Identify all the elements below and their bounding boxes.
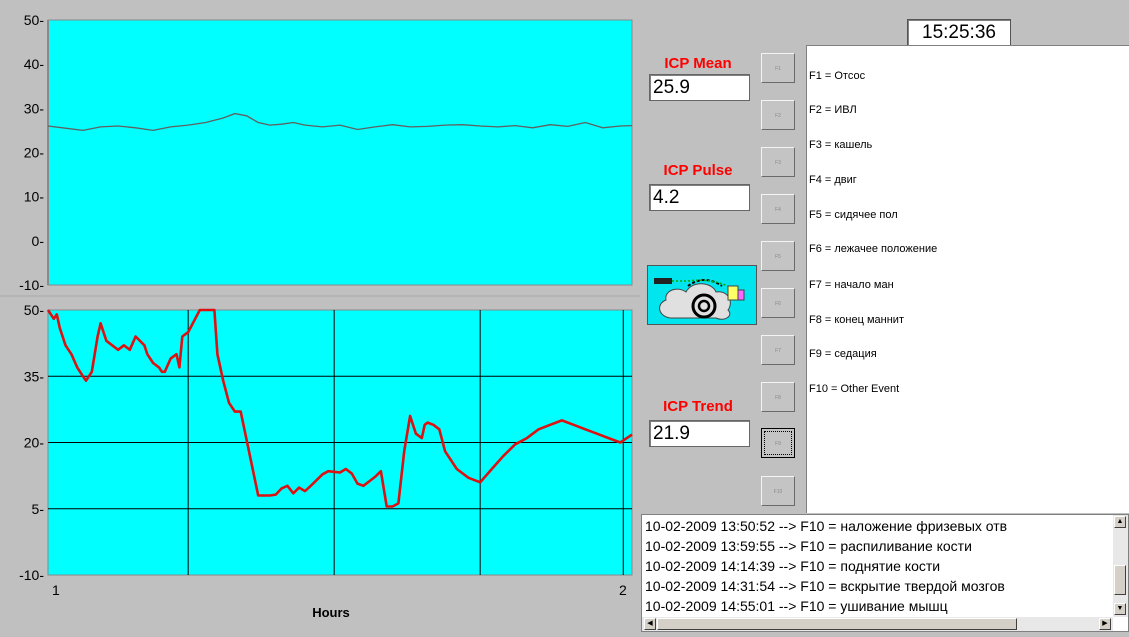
icp-mean-label: ICP Mean bbox=[664, 55, 732, 72]
top-waveform-line bbox=[47, 112, 633, 132]
scroll-left-icon[interactable]: ◀ bbox=[644, 618, 656, 630]
bottom-chart: 50- 35- 20- 5- -10- 1 2 Hours bbox=[19, 302, 633, 620]
horizontal-scroll-thumb[interactable] bbox=[657, 618, 1017, 630]
top-y-tick-label: 50- bbox=[24, 12, 45, 28]
log-entry: 10-02-2009 13:50:52 --> F10 = наложение … bbox=[645, 518, 1008, 534]
f1-button[interactable]: F1 bbox=[761, 53, 795, 83]
icp-pulse-value: 4.2 bbox=[649, 184, 750, 211]
brain-sensor-icon bbox=[654, 278, 745, 320]
bottom-y-tick-label: 5- bbox=[32, 501, 45, 517]
log-entry: 10-02-2009 13:59:55 --> F10 = распиливан… bbox=[645, 538, 972, 554]
legend-item-f9: F9 = седация bbox=[809, 348, 877, 360]
bottom-y-ticks: 50- 35- 20- 5- -10- bbox=[19, 302, 44, 583]
clock-display: 15:25:36 bbox=[907, 19, 1011, 46]
top-y-tick-label: 10- bbox=[24, 189, 45, 205]
scroll-right-icon[interactable]: ▶ bbox=[1099, 618, 1111, 630]
event-log[interactable]: 10-02-2009 13:50:52 --> F10 = наложение … bbox=[641, 514, 1129, 632]
scroll-up-icon[interactable]: ▲ bbox=[1114, 516, 1126, 528]
event-legend-panel: F1 = Отсос F2 = ИВЛ F3 = кашель F4 = дви… bbox=[806, 45, 1129, 513]
icp-trend-label: ICP Trend bbox=[663, 398, 733, 415]
f6-button[interactable]: F6 bbox=[761, 288, 795, 318]
legend-item-f1: F1 = Отсос bbox=[809, 70, 866, 82]
icp-trend-value: 21.9 bbox=[649, 420, 750, 447]
legend-item-f4: F4 = двиг bbox=[809, 174, 857, 186]
legend-item-f5: F5 = сидячее пол bbox=[809, 209, 898, 221]
bottom-trend-line bbox=[46, 308, 633, 508]
top-y-tick-label: 20- bbox=[24, 145, 45, 161]
f5-button[interactable]: F5 bbox=[761, 241, 795, 271]
top-plot-area bbox=[47, 19, 633, 286]
legend-item-f2: F2 = ИВЛ bbox=[809, 104, 857, 116]
icp-mean-value: 25.9 bbox=[649, 74, 750, 101]
f7-button[interactable]: F7 bbox=[761, 335, 795, 365]
bottom-grid bbox=[48, 310, 632, 575]
top-y-ticks: 50- 40- 30- 20- 10- 0- -10- bbox=[19, 12, 44, 293]
legend-item-f3: F3 = кашель bbox=[809, 139, 873, 151]
top-y-tick-label: -10- bbox=[19, 277, 44, 293]
x-tick-1: 1 bbox=[52, 582, 60, 598]
log-entry: 10-02-2009 14:55:01 --> F10 = ушивание м… bbox=[645, 598, 948, 614]
legend-item-f10: F10 = Other Event bbox=[809, 383, 900, 395]
legend-item-f7: F7 = начало ман bbox=[809, 279, 894, 291]
icp-pulse-label: ICP Pulse bbox=[663, 162, 733, 179]
f4-button[interactable]: F4 bbox=[761, 194, 795, 224]
scroll-down-icon[interactable]: ▼ bbox=[1114, 603, 1126, 615]
top-y-tick-label: 40- bbox=[24, 56, 45, 72]
f3-button[interactable]: F3 bbox=[761, 147, 795, 177]
f2-button[interactable]: F2 bbox=[761, 100, 795, 130]
bottom-y-tick-label: 20- bbox=[24, 435, 45, 451]
top-chart: 50- 40- 30- 20- 10- 0- -10- bbox=[19, 12, 633, 293]
f8-button[interactable]: F8 bbox=[761, 382, 795, 412]
x-tick-2: 2 bbox=[619, 582, 627, 598]
top-y-tick-label: 30- bbox=[24, 100, 45, 116]
log-entry: 10-02-2009 14:14:39 --> F10 = поднятие к… bbox=[645, 558, 941, 574]
bottom-y-tick-label: 50- bbox=[24, 302, 45, 318]
top-y-tick-label: 0- bbox=[32, 233, 45, 249]
f10-button[interactable]: F10 bbox=[761, 476, 795, 506]
vertical-scroll-thumb[interactable] bbox=[1114, 565, 1126, 595]
charts-area: 50- 40- 30- 20- 10- 0- -10- 50- 35- 20- 5- -10- 1 … bbox=[0, 12, 640, 620]
legend-item-f8: F8 = конец маннит bbox=[809, 314, 904, 326]
legend-item-f6: F6 = лежачее положение bbox=[809, 243, 938, 255]
bottom-y-tick-label: 35- bbox=[24, 368, 45, 384]
log-entry: 10-02-2009 14:31:54 --> F10 = вскрытие т… bbox=[645, 578, 1005, 594]
x-axis-label: Hours bbox=[312, 605, 350, 620]
f9-button[interactable]: F9 bbox=[761, 428, 795, 458]
bottom-y-tick-label: -10- bbox=[19, 567, 44, 583]
monitor-logo bbox=[647, 265, 757, 325]
